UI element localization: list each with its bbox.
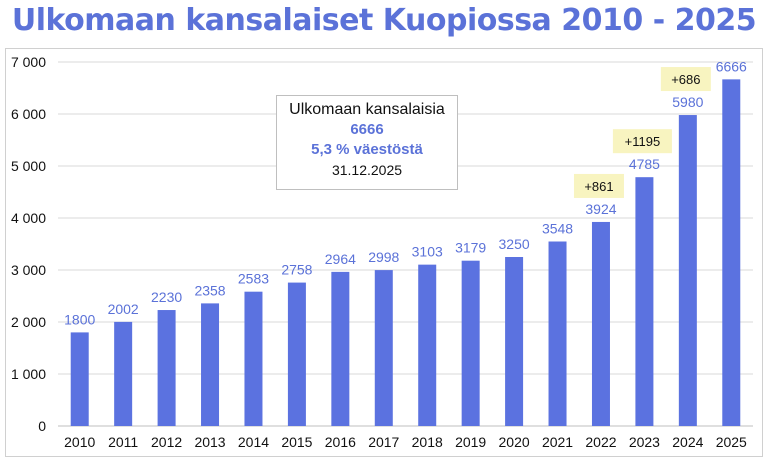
- bar-2016: [331, 271, 350, 426]
- data-label: 2964: [325, 251, 356, 267]
- bar-2013: [201, 303, 220, 426]
- x-tick-label: 2016: [325, 434, 356, 450]
- x-tick-label: 2023: [629, 434, 660, 450]
- data-label: 6666: [716, 58, 747, 74]
- annotation-box: [573, 173, 624, 198]
- x-tick-label: 2010: [64, 434, 95, 450]
- bar-2012: [157, 310, 176, 426]
- data-label: 2583: [238, 271, 269, 287]
- data-label: 4785: [629, 156, 660, 172]
- x-tick-label: 2019: [455, 434, 486, 450]
- bar-2011: [114, 321, 133, 426]
- y-tick-label: 1 000: [11, 366, 46, 382]
- bar-2023: [635, 177, 654, 426]
- x-tick-label: 2014: [238, 434, 269, 450]
- data-label: 2998: [368, 249, 399, 265]
- bar-2024: [678, 115, 697, 426]
- data-label: 2358: [194, 282, 225, 298]
- x-tick-label: 2021: [542, 434, 573, 450]
- data-label: 3548: [542, 221, 573, 237]
- bar-2019: [461, 260, 480, 426]
- info-count: 6666: [350, 121, 384, 138]
- data-label: 1800: [64, 311, 95, 327]
- y-tick-label: 0: [38, 418, 46, 434]
- annotation-box: [612, 129, 672, 154]
- bar-2010: [70, 332, 89, 426]
- info-percent: 5,3 % väestöstä: [311, 141, 423, 158]
- bar-2017: [374, 270, 393, 426]
- data-label: 2002: [108, 301, 139, 317]
- bar-2022: [591, 221, 610, 426]
- y-tick-label: 3 000: [11, 262, 46, 278]
- data-label: 5980: [672, 94, 703, 110]
- info-box: Ulkomaan kansalaisia 6666 5,3 % väestöst…: [276, 95, 458, 190]
- info-label: Ulkomaan kansalaisia: [289, 101, 445, 118]
- data-label: 3924: [585, 201, 616, 217]
- y-tick-label: 4 000: [11, 210, 46, 226]
- annotation-label: +861: [584, 179, 613, 194]
- x-tick-label: 2012: [151, 434, 182, 450]
- x-tick-label: 2025: [716, 434, 747, 450]
- data-label: 2758: [281, 262, 312, 278]
- x-tick-label: 2018: [412, 434, 443, 450]
- info-date: 31.12.2025: [331, 162, 403, 178]
- x-tick-label: 2024: [672, 434, 703, 450]
- bar-2014: [244, 291, 263, 426]
- bar-2015: [287, 282, 306, 426]
- bar-2025: [722, 79, 741, 427]
- x-tick-label: 2022: [585, 434, 616, 450]
- bar-2020: [505, 257, 524, 426]
- x-tick-label: 2020: [499, 434, 530, 450]
- data-label: 2230: [151, 289, 182, 305]
- bar-2018: [418, 264, 437, 426]
- data-label: 3250: [499, 236, 530, 252]
- annotation-box: [660, 67, 711, 92]
- x-tick-label: 2017: [368, 434, 399, 450]
- data-label: 3103: [412, 244, 443, 260]
- y-tick-label: 7 000: [11, 54, 46, 70]
- annotation-label: +686: [671, 72, 700, 87]
- y-tick-label: 6 000: [11, 106, 46, 122]
- annotation-label: +1195: [625, 134, 661, 149]
- x-tick-label: 2015: [281, 434, 312, 450]
- bar-2021: [548, 241, 567, 426]
- x-tick-label: 2013: [194, 434, 225, 450]
- y-tick-label: 5 000: [11, 158, 46, 174]
- chart-title: Ulkomaan kansalaiset Kuopiossa 2010 - 20…: [11, 3, 757, 38]
- y-tick-label: 2 000: [11, 314, 46, 330]
- data-label: 3179: [455, 240, 486, 256]
- x-tick-label: 2011: [108, 434, 138, 450]
